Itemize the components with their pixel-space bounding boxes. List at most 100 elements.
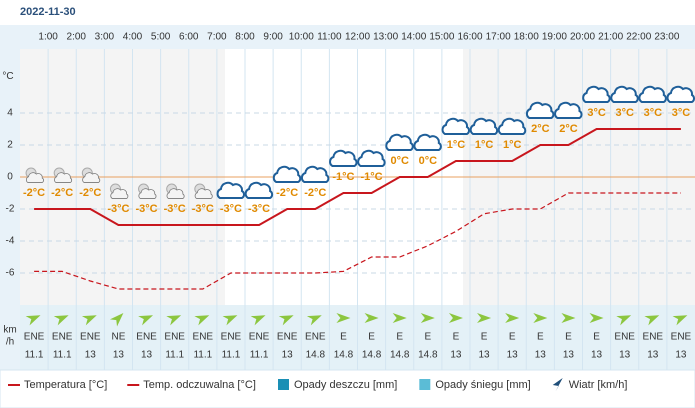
wind-unit: km: [3, 325, 16, 336]
temp-label: -2°C: [304, 187, 326, 199]
cloud-icon: [110, 188, 129, 199]
wind-direction: NE: [111, 332, 125, 343]
wind-arrow: [109, 313, 124, 327]
temp-label: 0°C: [390, 155, 409, 167]
hour-label: 22:00: [626, 32, 651, 43]
hour-label: 17:00: [486, 32, 511, 43]
hour-label: 5:00: [151, 32, 171, 43]
wind-direction: ENE: [221, 332, 242, 343]
temp-label: -3°C: [248, 203, 270, 215]
wind-direction: E: [509, 332, 516, 343]
hour-strip: [0, 25, 695, 49]
cloud-icon: [554, 101, 583, 119]
hour-label: 3:00: [95, 32, 115, 43]
hour-label: 21:00: [598, 32, 623, 43]
hour-label: 13:00: [373, 32, 398, 43]
wind-arrow: [138, 315, 154, 326]
wind-arrow: [420, 313, 435, 323]
wind-unit: /h: [6, 337, 14, 348]
temp-label: -2°C: [79, 187, 101, 199]
wind-speed: 13: [85, 350, 97, 361]
cloud-icon: [166, 188, 185, 199]
y-tick-label: 0: [7, 172, 13, 183]
temp-label: 3°C: [587, 107, 606, 119]
wind-speed: 13: [563, 350, 575, 361]
wind-direction: ENE: [80, 332, 101, 343]
wind-arrow: [477, 313, 492, 323]
hour-label: 16:00: [457, 32, 482, 43]
wind-direction: E: [537, 332, 544, 343]
temp-label: 2°C: [559, 123, 578, 135]
wind-direction: E: [481, 332, 488, 343]
legend-arrow: [552, 378, 563, 391]
wind-speed: 13: [141, 350, 153, 361]
wind-direction: E: [396, 332, 403, 343]
legend-label: Temperatura [°C]: [24, 379, 107, 391]
wind-direction: ENE: [136, 332, 157, 343]
wind-arrow: [448, 313, 463, 323]
temp-label: -3°C: [164, 203, 186, 215]
wind-speed: 13: [113, 350, 125, 361]
hour-label: 6:00: [179, 32, 199, 43]
cloud-icon: [638, 85, 667, 103]
left-strip: [0, 25, 20, 370]
labels: 1:00 2:00 3:00 4:00 5:00 6:00 7:00 8:00 9:00 10:0…: [2, 32, 695, 391]
wind-arrow: [166, 315, 182, 326]
series-line: [34, 128, 681, 226]
cloud-icon: [441, 117, 470, 135]
wind-arrow: [616, 315, 632, 326]
hour-label: 11:00: [317, 32, 342, 43]
cloud-icon: [357, 149, 386, 167]
cloud-icon: [385, 133, 414, 151]
wind-speed: 13: [282, 350, 294, 361]
hour-label: 19:00: [542, 32, 567, 43]
hour-label: 4:00: [123, 32, 143, 43]
wind-arrow: [81, 315, 97, 326]
cloud-icon: [216, 181, 245, 199]
wind-direction: ENE: [671, 332, 692, 343]
wind-speed: 13: [507, 350, 519, 361]
wind-direction: ENE: [249, 332, 270, 343]
wind-speed: 14.8: [306, 350, 326, 361]
temp-label: -1°C: [361, 171, 383, 183]
legend-swatch: [278, 379, 289, 390]
temp-label: -3°C: [136, 203, 158, 215]
wind-direction: E: [565, 332, 572, 343]
wind-speed: 14.8: [390, 350, 410, 361]
wind-speed: 13: [647, 350, 659, 361]
wind-speed: 13: [619, 350, 631, 361]
temp-label: 3°C: [672, 107, 691, 119]
cloud-icon: [194, 188, 213, 199]
wind-arrow: [222, 315, 238, 326]
temp-label: 1°C: [447, 139, 466, 151]
wind-direction: E: [424, 332, 431, 343]
y-tick-label: -2: [6, 204, 15, 215]
hour-label: 10:00: [289, 32, 314, 43]
temp-label: -2°C: [276, 187, 298, 199]
cloud-icon: [582, 85, 611, 103]
y-tick-label: 2: [7, 140, 13, 151]
hour-label: 14:00: [401, 32, 426, 43]
lines: [34, 128, 681, 290]
legend-label: Temp. odczuwalna [°C]: [143, 379, 256, 391]
temp-label: 3°C: [644, 107, 663, 119]
wind-direction: ENE: [164, 332, 185, 343]
hour-label: 15:00: [429, 32, 454, 43]
cloud-icon: [138, 188, 157, 199]
wind-direction: ENE: [277, 332, 298, 343]
wind-arrow: [364, 313, 379, 323]
wind-arrow: [53, 315, 69, 326]
hour-label: 1:00: [38, 32, 58, 43]
wind-speed: 13: [591, 350, 603, 361]
legend-label: Opady śniegu [mm]: [435, 379, 530, 391]
wind-arrow: [306, 315, 322, 326]
wind-speed: 14.8: [334, 350, 354, 361]
wind-direction: ENE: [643, 332, 664, 343]
cloud-icon: [329, 149, 358, 167]
wind-arrow: [194, 315, 210, 326]
wind-arrow: [392, 313, 407, 323]
wind-arrow: [250, 315, 266, 326]
wind-direction: ENE: [193, 332, 214, 343]
temp-label: 0°C: [419, 155, 438, 167]
temp-label: -2°C: [23, 187, 45, 199]
